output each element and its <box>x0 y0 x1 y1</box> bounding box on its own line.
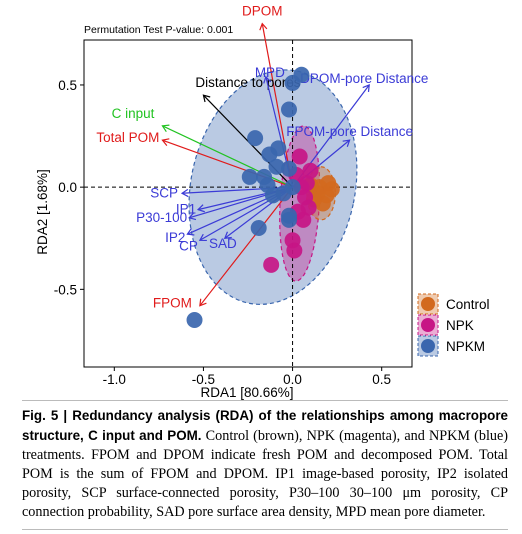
arrowhead-ip2 <box>186 228 195 236</box>
x-tick-label: -0.5 <box>192 372 215 387</box>
legend-dot-npkm <box>421 339 435 353</box>
point-npk-3 <box>302 162 319 179</box>
caption-body: Control (brown), NPK (magenta), and NPKM… <box>22 428 509 520</box>
y-axis-ticks: -0.5 0.0 0.5 <box>54 78 84 297</box>
arrow-label-c-input: C input <box>112 106 155 121</box>
legend: Control NPK NPKM <box>417 293 490 357</box>
arrow-label-scp: SCP <box>150 185 178 200</box>
legend-label-npkm: NPKM <box>446 339 485 354</box>
plot-frame <box>83 39 413 368</box>
point-npkm-16 <box>186 311 203 328</box>
arrowhead-p30-100 <box>188 212 197 221</box>
arrow-label-sad: SAD <box>209 236 237 251</box>
arrow-label-ip1: IP1 <box>176 202 196 217</box>
arrow-label-dpom: DPOM <box>242 4 283 19</box>
arrowhead-total-pom <box>161 138 170 146</box>
x-tick-label: 0.5 <box>372 372 391 387</box>
point-npkm-2 <box>281 101 297 118</box>
arrowhead-fpom <box>199 298 207 307</box>
rda-biplot: Permutation Test P-value: 0.001 DPOM FPOM… <box>35 4 490 400</box>
y-tick-label: 0.5 <box>58 78 77 93</box>
point-npkm-6 <box>268 158 285 175</box>
arrowhead-scp <box>180 188 189 198</box>
point-npkm-9 <box>241 168 258 185</box>
point-npkm-17 <box>284 179 301 196</box>
legend-label-control: Control <box>446 297 490 312</box>
y-tick-label: 0.0 <box>58 180 77 195</box>
point-npkm-7 <box>281 160 297 177</box>
point-npk-11 <box>298 175 315 192</box>
arrow-label-distance-to-pores: Distance to pores <box>195 75 300 90</box>
arrow-label-cp: CP <box>179 238 198 253</box>
point-npkm-4 <box>247 130 264 147</box>
y-axis-label: RDA2 [1.68%] <box>35 169 50 255</box>
point-npkm-14 <box>250 220 267 237</box>
figure-caption: Fig. 5 | Redundancy analysis (RDA) of th… <box>22 406 508 522</box>
point-npk-6 <box>300 199 317 216</box>
arrow-label-fpom: FPOM <box>153 296 192 311</box>
arrow-dpom <box>261 23 294 188</box>
caption-rule-bottom <box>22 529 508 530</box>
arrow-label-p30-100: P30-100 <box>136 210 187 225</box>
chart-subtitle: Permutation Test P-value: 0.001 <box>84 24 233 36</box>
legend-label-npk: NPK <box>446 318 474 333</box>
point-npk-5 <box>295 211 312 228</box>
arrow-label-total-pom: Total POM <box>96 130 159 145</box>
arrow-label-dpom-pore-distance: DPOM-pore Distance <box>300 71 428 86</box>
arrowhead-mpd <box>263 75 272 84</box>
arrowhead-ip1 <box>196 204 205 213</box>
arrow-label-mpd: MPD <box>255 65 285 80</box>
caption-rule-top <box>22 400 508 401</box>
x-axis-label: RDA1 [80.66%] <box>200 385 293 400</box>
caption-figure-label: Fig. 5 | Redundancy analysis (RDA) of th… <box>22 408 508 443</box>
point-npkm-5 <box>261 146 278 163</box>
arrowhead-c-input <box>161 124 170 132</box>
x-tick-label: 0.0 <box>283 372 302 387</box>
arrowhead-fpom-pore-distance <box>342 139 351 147</box>
arrow-label-fpom-pore-distance: FPOM-pore Distance <box>286 124 413 139</box>
x-axis-ticks: -1.0 -0.5 0.0 0.5 <box>103 367 391 387</box>
point-npkm-1 <box>284 74 301 91</box>
sample-points <box>186 66 340 328</box>
arrowhead-cp <box>198 233 207 242</box>
y-tick-label: -0.5 <box>54 282 77 297</box>
point-npk-10 <box>291 148 308 165</box>
point-npkm-15 <box>281 211 297 228</box>
arrowhead-dpom-pore-distance <box>362 84 370 92</box>
legend-dot-npk <box>421 318 435 332</box>
arrowhead-dpom <box>259 22 268 31</box>
legend-dot-control <box>421 297 435 311</box>
arrow-fpom <box>199 186 294 307</box>
arrow-label-ip2: IP2 <box>165 230 185 245</box>
point-npk-8 <box>263 256 280 273</box>
arrowhead-distance-to-pores <box>202 94 211 103</box>
arrowhead-sad <box>223 231 232 239</box>
x-tick-label: -1.0 <box>103 372 126 387</box>
point-control-6 <box>323 181 340 198</box>
point-npk-9 <box>286 242 303 259</box>
zero-lines <box>84 40 412 367</box>
